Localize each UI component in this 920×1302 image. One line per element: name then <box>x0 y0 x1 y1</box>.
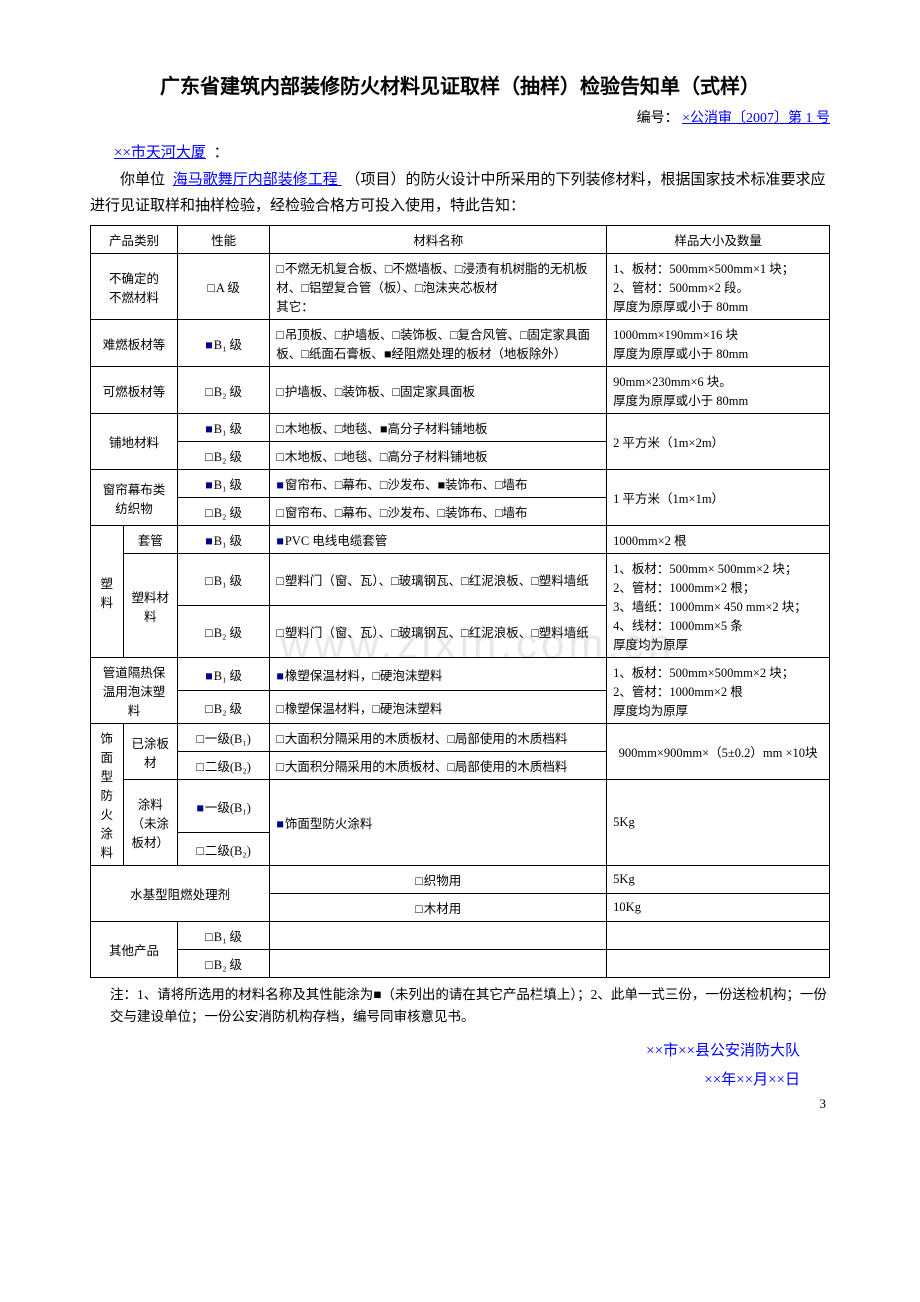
row-coat-c: 涂料（未涂板材） 一级(B₁) 饰面型防火涂料 5Kg <box>91 780 830 833</box>
perf-r8b: 二级(B₂) <box>177 752 269 780</box>
desc-r6a: PVC 电线电缆套管 <box>270 526 607 554</box>
row-water-a: 水基型阻燃处理剂 织物用 5Kg <box>91 866 830 894</box>
page-number: 3 <box>90 1096 830 1112</box>
desc-r8cd: 饰面型防火涂料 <box>270 780 607 866</box>
doc-number-value: ×公消审〔2007〕第 1 号 <box>682 111 830 126</box>
desc-r9a: 织物用 <box>270 866 607 894</box>
th-perf: 性能 <box>177 226 269 254</box>
signature-date: ××年××月××日 <box>90 1066 800 1095</box>
row-floor-a: 铺地材料 B₁ 级 木地板、□地毯、■高分子材料铺地板 2 平方米（1m×2m） <box>91 414 830 442</box>
perf-r7a: B₁ 级 <box>177 658 269 691</box>
desc-r10b <box>270 950 607 978</box>
cat-r2: 难燃板材等 <box>91 320 178 367</box>
row-nonflammable: 不确定的 不燃材料 A 级 不燃无机复合板、□不燃墙板、□浸渍有机树脂的无机板材… <box>91 254 830 320</box>
desc-r5b: 窗帘布、□幕布、□沙发布、□装饰布、□墙布 <box>270 498 607 526</box>
desc-r9b: 木材用 <box>270 894 607 922</box>
signature-block: ××市××县公安消防大队 ××年××月××日 <box>90 1037 830 1094</box>
perf-r4a: B₁ 级 <box>177 414 269 442</box>
row-coat-a: 饰面型防火涂料 已涂板材 一级(B₁) 大面积分隔采用的木质板材、□局部使用的木… <box>91 724 830 752</box>
row-curtain-a: 窗帘幕布类纺织物 B₁ 级 窗帘布、□幕布、□沙发布、■装饰布、□墙布 1 平方… <box>91 470 830 498</box>
perf-r8a: 一级(B₁) <box>177 724 269 752</box>
th-category: 产品类别 <box>91 226 178 254</box>
perf-r6c: B₂ 级 <box>177 606 269 658</box>
sample-r8a: 900mm×900mm×（5±0.2）mm ×10块 <box>607 724 830 780</box>
th-sample: 样品大小及数量 <box>607 226 830 254</box>
sample-r10a <box>607 922 830 950</box>
row-hardburn: 难燃板材等 B₁ 级 吊顶板、□护墙板、□装饰板、□复合风管、□固定家具面板、□… <box>91 320 830 367</box>
desc-r6b: 塑料门（窗、瓦）、□玻璃钢瓦、□红泥浪板、□塑料墙纸 <box>270 554 607 606</box>
desc-r6c: 塑料门（窗、瓦）、□玻璃钢瓦、□红泥浪板、□塑料墙纸 <box>270 606 607 658</box>
sub-r6b: 塑料材料 <box>123 554 177 658</box>
page-title: 广东省建筑内部装修防火材料见证取样（抽样）检验告知单（式样） <box>90 70 830 99</box>
sample-r7: 1、板材：500mm×500mm×2 块； 2、管材：1000mm×2 根 厚度… <box>607 658 830 724</box>
row-combustible: 可燃板材等 B₂ 级 护墙板、□装饰板、□固定家具面板 90mm×230mm×6… <box>91 367 830 414</box>
intro-a: 你单位 <box>120 172 165 188</box>
sample-r9b: 10Kg <box>607 894 830 922</box>
perf-r2: B₁ 级 <box>177 320 269 367</box>
main-table: 产品类别 性能 材料名称 样品大小及数量 不确定的 不燃材料 A 级 不燃无机复… <box>90 225 830 978</box>
cat-r10: 其他产品 <box>91 922 178 978</box>
sub-r8b: 涂料（未涂板材） <box>123 780 177 866</box>
cat-r9: 水基型阻燃处理剂 <box>91 866 270 922</box>
addressee-line: ××市天河大厦 ： <box>90 141 830 162</box>
desc-r2: 吊顶板、□护墙板、□装饰板、□复合风管、□固定家具面板、□纸面石膏板、■经阻燃处… <box>270 320 607 367</box>
desc-r7a: 橡塑保温材料，□硬泡沫塑料 <box>270 658 607 691</box>
sample-r8b: 5Kg <box>607 780 830 866</box>
sample-r6a: 1000mm×2 根 <box>607 526 830 554</box>
signature-org: ××市××县公安消防大队 <box>90 1037 800 1066</box>
addressee: ××市天河大厦 <box>110 145 210 161</box>
perf-r6b: B₁ 级 <box>177 554 269 606</box>
cat-r5: 窗帘幕布类纺织物 <box>91 470 178 526</box>
cat-r7: 管道隔热保温用泡沫塑料 <box>91 658 178 724</box>
desc-r8b: 大面积分隔采用的木质板材、□局部使用的木质档料 <box>270 752 607 780</box>
cat-nonflammable: 不确定的 不燃材料 <box>91 254 178 320</box>
row-plastic-b: 塑料材料 B₁ 级 塑料门（窗、瓦）、□玻璃钢瓦、□红泥浪板、□塑料墙纸 1、板… <box>91 554 830 606</box>
row-other-b: B₂ 级 <box>91 950 830 978</box>
perf-r6a: B₁ 级 <box>177 526 269 554</box>
perf-r10a: B₁ 级 <box>177 922 269 950</box>
sample-r9a: 5Kg <box>607 866 830 894</box>
desc-r3: 护墙板、□装饰板、□固定家具面板 <box>270 367 607 414</box>
intro-project: 海马歌舞厅内部装修工程 <box>169 172 346 188</box>
cat-r3: 可燃板材等 <box>91 367 178 414</box>
cat-r8: 饰面型防火涂料 <box>91 724 124 866</box>
perf-r3: B₂ 级 <box>177 367 269 414</box>
sample-r5: 1 平方米（1m×1m） <box>607 470 830 526</box>
header-row: 产品类别 性能 材料名称 样品大小及数量 <box>91 226 830 254</box>
perf-a: A 级 <box>177 254 269 320</box>
desc-r4b: 木地板、□地毯、□高分子材料铺地板 <box>270 442 607 470</box>
desc-r4a: 木地板、□地毯、■高分子材料铺地板 <box>270 414 607 442</box>
sample-r4: 2 平方米（1m×2m） <box>607 414 830 470</box>
row-pipe-a: 管道隔热保温用泡沫塑料 B₁ 级 橡塑保温材料，□硬泡沫塑料 1、板材：500m… <box>91 658 830 691</box>
sample-r3: 90mm×230mm×6 块。 厚度为原厚或小于 80mm <box>607 367 830 414</box>
doc-number-line: 编号： ×公消审〔2007〕第 1 号 <box>90 107 830 127</box>
row-other-a: 其他产品 B₁ 级 <box>91 922 830 950</box>
sample-r6b: 1、板材：500mm× 500mm×2 块； 2、管材：1000mm×2 根； … <box>607 554 830 658</box>
desc-r8a: 大面积分隔采用的木质板材、□局部使用的木质档料 <box>270 724 607 752</box>
row-plastic-a: 塑料 套管 B₁ 级 PVC 电线电缆套管 1000mm×2 根 <box>91 526 830 554</box>
cat-r4: 铺地材料 <box>91 414 178 470</box>
sub-r8a: 已涂板材 <box>123 724 177 780</box>
desc-r5a: 窗帘布、□幕布、□沙发布、■装饰布、□墙布 <box>270 470 607 498</box>
sample-r1: 1、板材：500mm×500mm×1 块； 2、管材：500mm×2 段。 厚度… <box>607 254 830 320</box>
desc-r10a <box>270 922 607 950</box>
addressee-suffix: ： <box>214 145 229 161</box>
cat-r6: 塑料 <box>91 526 124 658</box>
perf-r5b: B₂ 级 <box>177 498 269 526</box>
perf-r10b: B₂ 级 <box>177 950 269 978</box>
perf-r8d: 二级(B₂) <box>177 833 269 866</box>
perf-r7b: B₂ 级 <box>177 691 269 724</box>
sample-r10b <box>607 950 830 978</box>
intro-paragraph: 你单位 海马歌舞厅内部装修工程 （项目）的防火设计中所采用的下列装修材料，根据国… <box>90 168 830 219</box>
perf-r5a: B₁ 级 <box>177 470 269 498</box>
note-paragraph: 注：1、请将所选用的材料名称及其性能涂为■（未列出的请在其它产品栏填上）；2、此… <box>90 984 830 1027</box>
perf-r4b: B₂ 级 <box>177 442 269 470</box>
th-material: 材料名称 <box>270 226 607 254</box>
desc-r7b: 橡塑保温材料，□硬泡沫塑料 <box>270 691 607 724</box>
sub-r6a: 套管 <box>123 526 177 554</box>
desc-r1: 不燃无机复合板、□不燃墙板、□浸渍有机树脂的无机板材、□铝塑复合管（板）、□泡沫… <box>270 254 607 320</box>
perf-r8c: 一级(B₁) <box>177 780 269 833</box>
sample-r2: 1000mm×190mm×16 块 厚度为原厚或小于 80mm <box>607 320 830 367</box>
doc-number-label: 编号： <box>637 111 679 126</box>
